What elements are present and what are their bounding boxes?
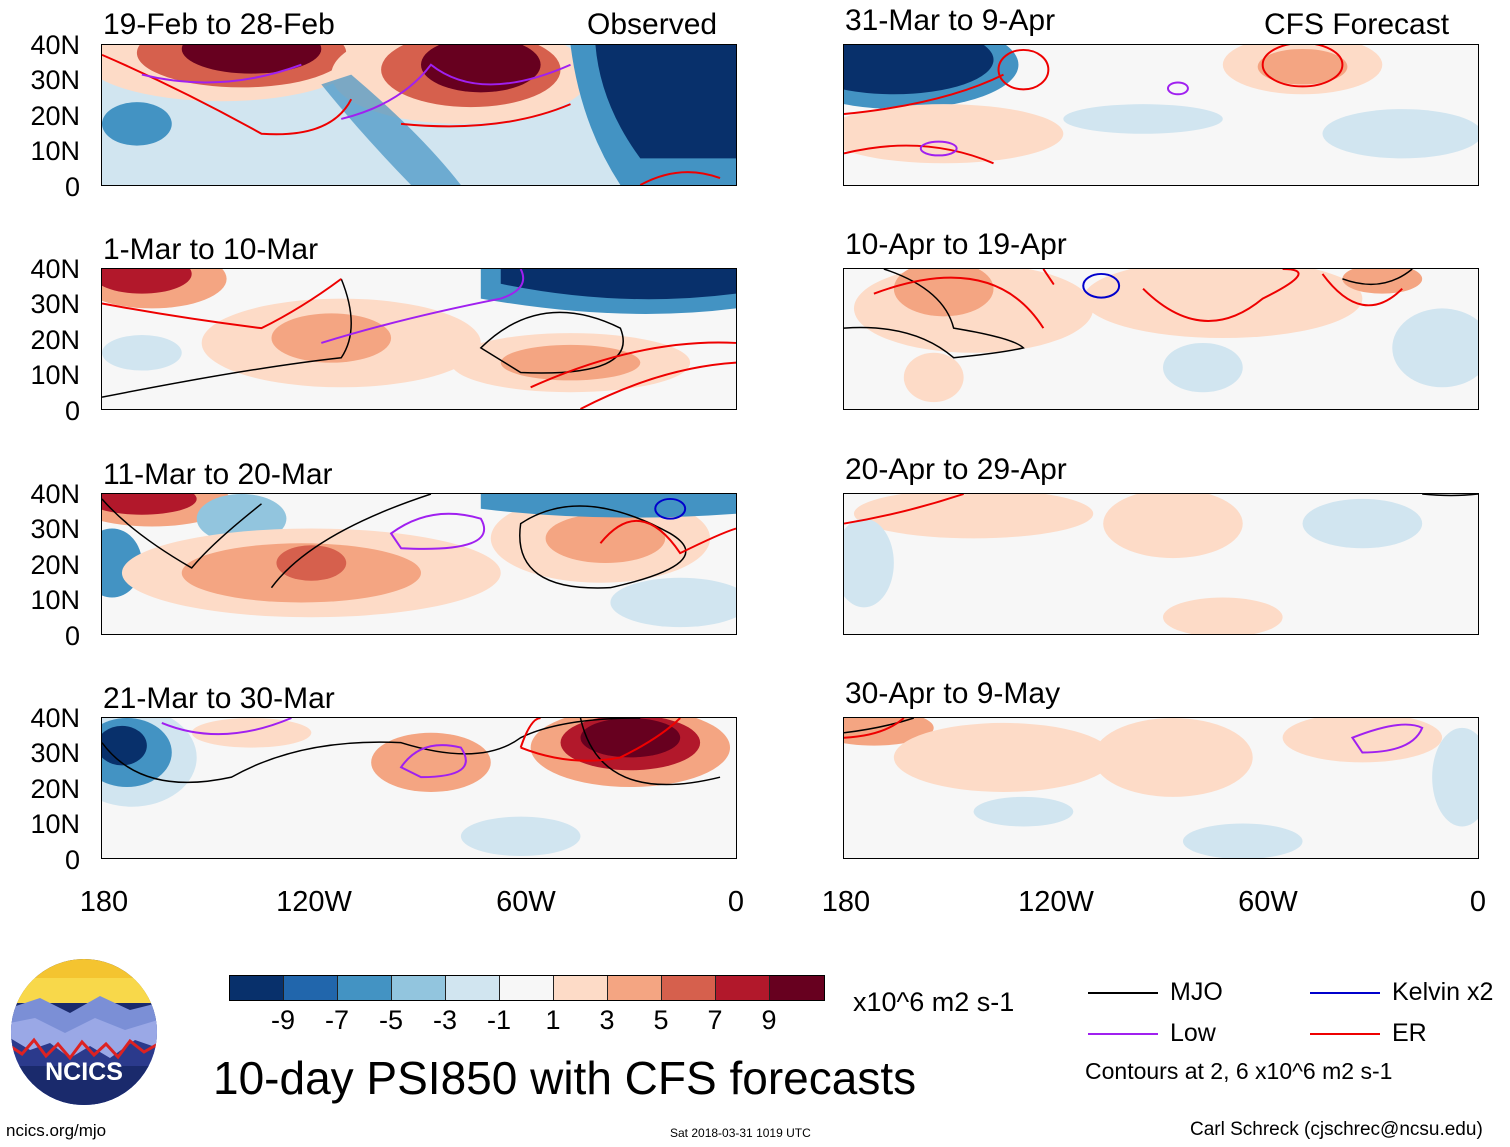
legend-line-mjo <box>1088 992 1158 994</box>
colorbar-swatch <box>716 976 770 1000</box>
map-panel-1mar-10mar <box>101 268 737 410</box>
lat-label: 0 <box>64 621 80 651</box>
lat-label: 10N <box>30 136 80 166</box>
lat-label: 40N <box>30 479 80 509</box>
lat-label: 0 <box>64 172 80 202</box>
legend-label-er: ER <box>1392 1019 1427 1047</box>
colorbar-swatch <box>554 976 608 1000</box>
logo-text: NCICS <box>45 1058 123 1086</box>
forecast-header: CFS Forecast <box>1264 8 1450 41</box>
colorbar-label: -7 <box>324 1005 349 1035</box>
colorbar-swatch <box>392 976 446 1000</box>
lat-label: 20N <box>30 101 80 131</box>
map-shading <box>102 494 736 634</box>
lat-label: 20N <box>30 325 80 355</box>
colorbar-label: 7 <box>707 1005 723 1035</box>
map-shading <box>844 269 1478 409</box>
panel-title-3: 11-Mar to 20-Mar <box>103 458 333 491</box>
map-panel-11mar-20mar <box>101 493 737 635</box>
colorbar-swatch <box>230 976 284 1000</box>
colorbar-label: 1 <box>545 1005 561 1035</box>
map-shading <box>102 718 736 858</box>
lat-label: 10N <box>30 585 80 615</box>
panel-title-1: 19-Feb to 28-Feb <box>103 8 335 41</box>
legend-label-mjo: MJO <box>1170 978 1223 1006</box>
colorbar-label: -3 <box>432 1005 457 1035</box>
map-panel-31mar-9apr <box>843 44 1479 186</box>
lat-label: 30N <box>30 65 80 95</box>
lat-label: 30N <box>30 738 80 768</box>
lat-label: 40N <box>30 254 80 284</box>
colorbar-label: 3 <box>599 1005 615 1035</box>
legend-line-low <box>1088 1033 1158 1035</box>
lon-label: 0 <box>727 886 745 918</box>
colorbar-units: x10^6 m2 s-1 <box>853 987 1015 1017</box>
colorbar-label: -1 <box>486 1005 511 1035</box>
map-panel-19feb-28feb <box>101 44 737 186</box>
map-shading <box>844 45 1478 185</box>
legend-line-kelvin <box>1310 992 1380 994</box>
main-title: 10-day PSI850 with CFS forecasts <box>213 1052 917 1104</box>
colorbar <box>229 975 825 1001</box>
lon-label: 120W <box>276 886 352 918</box>
colorbar-swatch <box>338 976 392 1000</box>
map-shading <box>844 494 1478 634</box>
map-panel-30apr-9may <box>843 717 1479 859</box>
colorbar-swatch <box>770 976 824 1000</box>
panel-title-4: 21-Mar to 30-Mar <box>103 682 335 715</box>
ncics-logo: NCICS <box>10 958 158 1106</box>
colorbar-swatch <box>500 976 554 1000</box>
lon-label: 60W <box>1238 886 1298 918</box>
observed-header: Observed <box>587 8 718 41</box>
map-panel-21mar-30mar <box>101 717 737 859</box>
colorbar-label: 5 <box>653 1005 669 1035</box>
map-shading <box>844 718 1478 858</box>
colorbar-label: -5 <box>378 1005 403 1035</box>
lat-label: 0 <box>64 396 80 426</box>
legend-label-low: Low <box>1170 1019 1216 1047</box>
colorbar-swatch <box>284 976 338 1000</box>
panel-title-6: 10-Apr to 19-Apr <box>845 228 1067 261</box>
colorbar-label: 9 <box>761 1005 777 1035</box>
footer-url[interactable]: ncics.org/mjo <box>6 1121 107 1140</box>
map-shading <box>102 45 736 185</box>
map-shading <box>102 269 736 409</box>
lon-label: 180 <box>821 886 871 918</box>
colorbar-swatch <box>662 976 716 1000</box>
panel-title-2: 1-Mar to 10-Mar <box>103 233 319 266</box>
footer-timestamp: Sat 2018-03-31 1019 UTC <box>670 1126 811 1140</box>
lat-label: 10N <box>30 809 80 839</box>
panel-title-7: 20-Apr to 29-Apr <box>845 453 1067 486</box>
lat-label: 20N <box>30 550 80 580</box>
lat-label: 20N <box>30 774 80 804</box>
lat-label: 10N <box>30 360 80 390</box>
footer-author: Carl Schreck (cjschrec@ncsu.edu) <box>1190 1119 1483 1140</box>
lon-label: 120W <box>1018 886 1094 918</box>
map-panel-20apr-29apr <box>843 493 1479 635</box>
legend-line-er <box>1310 1033 1380 1035</box>
lat-label: 30N <box>30 514 80 544</box>
lat-label: 40N <box>30 703 80 733</box>
contour-note: Contours at 2, 6 x10^6 m2 s-1 <box>1085 1058 1393 1084</box>
lon-label: 180 <box>79 886 129 918</box>
legend-label-kelvin: Kelvin x2 <box>1392 978 1494 1006</box>
map-panel-10apr-19apr <box>843 268 1479 410</box>
panel-title-8: 30-Apr to 9-May <box>845 677 1061 710</box>
lat-label: 30N <box>30 289 80 319</box>
lat-label: 0 <box>64 845 80 875</box>
colorbar-label: -9 <box>270 1005 295 1035</box>
lat-label: 40N <box>30 30 80 60</box>
lon-label: 60W <box>496 886 556 918</box>
colorbar-swatch <box>608 976 662 1000</box>
ncics-logo-icon: NCICS <box>11 959 157 1105</box>
colorbar-swatch <box>446 976 500 1000</box>
panel-title-5: 31-Mar to 9-Apr <box>845 4 1056 37</box>
lon-label: 0 <box>1469 886 1487 918</box>
